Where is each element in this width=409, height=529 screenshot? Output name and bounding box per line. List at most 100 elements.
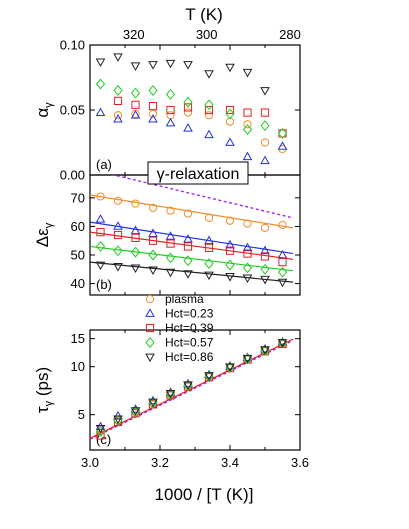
point-hct057-b <box>148 249 158 261</box>
point-hct086-b <box>130 264 141 274</box>
point-hct086-c <box>95 425 106 434</box>
point-plasma-b <box>131 199 140 208</box>
x-tick-label: 3.4 <box>221 455 239 470</box>
point-plasma-b <box>243 219 252 228</box>
point-hct039-a <box>243 108 252 117</box>
point-plasma-a <box>148 109 158 119</box>
point-hct023-b <box>260 245 270 255</box>
point-hct057-a <box>165 88 176 100</box>
y-tick-label-b: 50 <box>71 248 85 263</box>
y-axis-subscript: γ <box>43 222 55 228</box>
point-hct086-c <box>148 398 158 408</box>
panel-a: 0.00 0.05 0.10 280 300 320 (a) αγ <box>33 27 301 183</box>
point-plasma-a <box>166 111 175 120</box>
point-hct086-b <box>277 278 288 288</box>
x-tick-label: 3.0 <box>81 455 99 470</box>
point-plasma-b <box>96 192 105 201</box>
point-hct023-b <box>148 228 158 237</box>
legend-label-hct023: Hct=0.23 <box>165 307 214 321</box>
panel-c-plot <box>90 336 294 440</box>
point-hct086-b <box>204 271 214 281</box>
point-hct057-c <box>95 426 106 438</box>
y-axis-label-a: αγ <box>33 102 55 118</box>
y-axis-label-b: Δεγ <box>33 222 55 247</box>
point-hct086-c <box>225 363 235 372</box>
point-hct039-b <box>278 258 287 267</box>
point-plasma-a <box>204 111 214 120</box>
y-axis-subscript: γ <box>43 102 55 108</box>
point-hct086-a <box>95 58 106 68</box>
point-hct086-a <box>148 61 158 70</box>
point-hct086-c <box>277 339 288 348</box>
point-hct057-a <box>242 124 253 135</box>
point-hct023-b <box>204 235 214 245</box>
y-tick-label-c: 5 <box>78 407 85 422</box>
point-hct023-b <box>130 225 141 235</box>
point-hct057-b <box>165 252 176 264</box>
point-hct023-c <box>130 404 141 413</box>
panel-a-plot <box>95 53 288 165</box>
point-hct039-a <box>260 108 270 117</box>
point-hct086-a <box>183 61 193 70</box>
point-hct057-b <box>95 240 106 252</box>
point-hct039-a <box>225 105 235 115</box>
y-axis-label-c: τγ (ps) <box>33 367 55 413</box>
point-hct057-a <box>113 85 123 96</box>
point-hct086-c <box>183 381 193 390</box>
point-hct023-a <box>204 129 214 139</box>
point-hct086-b <box>242 274 253 284</box>
point-hct023-b <box>277 249 288 259</box>
point-hct023-a <box>148 113 158 123</box>
legend-label-plasma: plasma <box>165 292 204 306</box>
y-axis-symbol: Δε <box>33 228 52 247</box>
point-hct086-b <box>183 270 193 279</box>
point-hct039-a <box>183 103 193 112</box>
point-hct086-c <box>242 354 253 364</box>
point-plasma-b <box>225 216 235 225</box>
point-hct086-a <box>113 53 123 62</box>
point-plasma-b <box>204 213 214 222</box>
y-axis-subscript: γ <box>43 400 55 406</box>
y-tick-label-a: 0.05 <box>60 103 85 118</box>
point-hct086-b <box>260 275 270 285</box>
panel-b-plot <box>90 175 294 288</box>
point-hct086-c <box>130 407 141 416</box>
panel-b: 40 50 60 70 (b) Δεγ <box>33 174 301 296</box>
point-hct057-b <box>242 262 253 274</box>
point-hct086-a <box>165 59 176 69</box>
point-hct023-a <box>165 117 176 127</box>
top-tick-label: 280 <box>279 27 301 42</box>
point-hct039-a <box>113 96 123 106</box>
point-hct039-b <box>243 249 252 258</box>
point-hct057-b <box>204 258 214 270</box>
point-hct023-a <box>95 107 106 116</box>
point-hct039-b <box>131 233 140 242</box>
point-hct023-b <box>183 234 193 243</box>
point-hct086-b <box>148 266 158 276</box>
y-tick-label-a: 0.10 <box>60 38 85 53</box>
point-hct023-b <box>242 242 253 252</box>
point-hct086-a <box>225 63 235 73</box>
point-hct057-b <box>225 259 235 271</box>
point-hct023-c <box>95 421 106 431</box>
x-axis-label: 1000 / [T (K)] <box>155 485 254 504</box>
fit-line-hct057-b <box>90 245 294 272</box>
point-hct023-c <box>113 410 123 420</box>
point-hct023-a <box>225 137 235 146</box>
top-axis-label: T (K) <box>185 5 222 24</box>
point-hct057-b <box>130 246 141 258</box>
point-plasma-a <box>260 138 270 147</box>
point-hct039-a <box>166 105 175 115</box>
fit-line-hct023-b <box>90 221 294 255</box>
point-hct086-c <box>113 415 123 425</box>
point-hct086-a <box>130 62 141 71</box>
point-hct039-a <box>278 129 287 138</box>
legend-marker-hct086 <box>145 353 155 363</box>
point-hct023-a <box>113 113 123 123</box>
y-tick-label-b: 40 <box>71 276 85 291</box>
point-hct039-b <box>166 239 175 248</box>
y-axis-unit: (ps) <box>33 367 52 401</box>
point-plasma-b <box>278 220 287 230</box>
point-hct023-b <box>95 214 106 223</box>
y-tick-label-c: 15 <box>71 331 85 346</box>
